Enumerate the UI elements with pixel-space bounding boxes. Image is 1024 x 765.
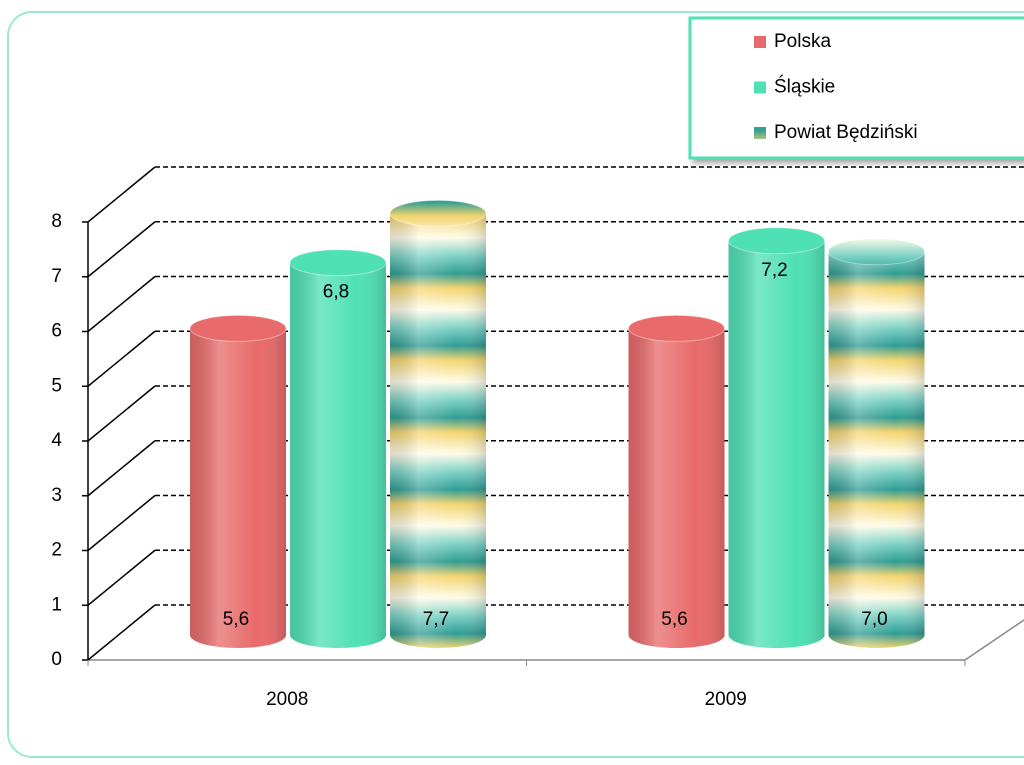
y-tick-label: 6 bbox=[51, 321, 62, 342]
legend-label: Śląskie bbox=[774, 76, 835, 98]
legend-label: Polska bbox=[774, 31, 831, 52]
bar-top bbox=[828, 238, 925, 266]
bar-shade bbox=[628, 328, 725, 649]
bar-top bbox=[289, 249, 387, 277]
grid-diagonal bbox=[87, 604, 156, 661]
value-label: 6,8 bbox=[323, 282, 349, 303]
value-label: 7,7 bbox=[423, 609, 449, 630]
y-tick-label: 4 bbox=[51, 430, 62, 451]
bar-shade bbox=[828, 251, 925, 649]
grid-diagonal bbox=[87, 549, 156, 606]
grid-diagonal bbox=[87, 385, 156, 442]
bar-shade bbox=[290, 262, 386, 648]
grid-diagonal bbox=[87, 440, 156, 497]
legend-swatch bbox=[754, 81, 766, 94]
y-tick-label: 2 bbox=[51, 540, 62, 561]
legend: Polska Śląskie Powiat Będziński bbox=[688, 16, 1024, 160]
y-tick-label: 7 bbox=[51, 266, 62, 287]
grid-diagonal bbox=[87, 221, 156, 278]
value-label: 7,0 bbox=[861, 609, 887, 630]
x-tick-label: 2009 bbox=[705, 689, 747, 710]
x-tick-label: 2008 bbox=[266, 689, 308, 710]
grid-diagonal bbox=[87, 166, 156, 223]
value-label: 5,6 bbox=[661, 609, 687, 630]
grid-diagonal bbox=[87, 330, 156, 387]
bar-shade bbox=[390, 213, 486, 649]
bar-shade bbox=[190, 328, 286, 648]
legend-swatch bbox=[754, 127, 766, 139]
y-tick-label: 3 bbox=[51, 485, 62, 506]
bar-top bbox=[389, 199, 487, 227]
value-label: 5,6 bbox=[223, 609, 249, 630]
legend-label: Powiat Będziński bbox=[774, 122, 918, 143]
bar-top bbox=[628, 314, 725, 342]
y-tick-label: 8 bbox=[51, 211, 62, 232]
bar-top bbox=[728, 227, 825, 255]
grid-diagonal bbox=[87, 494, 156, 552]
legend-swatch bbox=[754, 36, 766, 48]
bar-shade bbox=[728, 240, 825, 649]
legend-box bbox=[688, 16, 1024, 160]
y-tick-label: 1 bbox=[51, 594, 62, 615]
value-label: 7,2 bbox=[761, 260, 787, 281]
y-tick-label: 0 bbox=[51, 649, 62, 670]
y-tick-label: 5 bbox=[51, 375, 62, 396]
bar-top bbox=[189, 314, 287, 342]
grid-diagonal bbox=[87, 275, 156, 333]
